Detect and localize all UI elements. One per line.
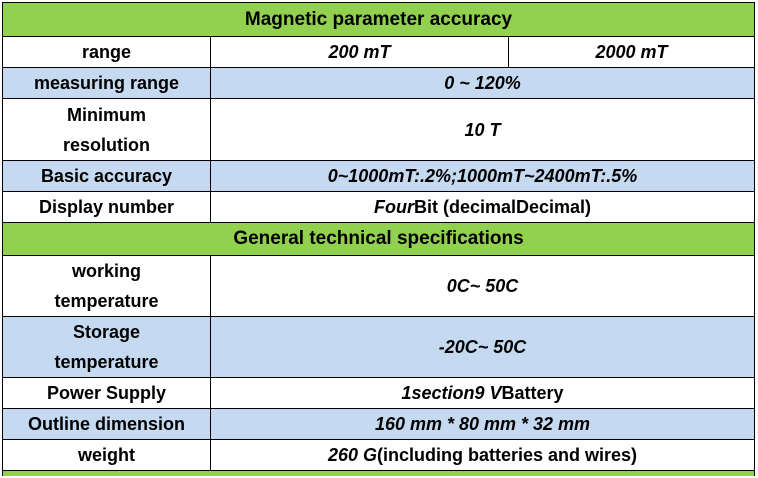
minimum-resolution-label: Minimum resolution [2, 98, 211, 161]
row-weight: weight 260 G(including batteries and wir… [2, 439, 756, 471]
power-supply-value-part2: 9 V [474, 383, 502, 403]
minimum-resolution-label-line2: resolution [62, 134, 150, 155]
storage-temperature-value: -20C~ 50C [209, 316, 756, 378]
section-footer-strip [1, 470, 756, 476]
power-supply-value-part1: 1section [401, 383, 475, 403]
row-power-supply: Power Supply 1section9 VBattery [2, 377, 756, 409]
working-temperature-label-line1: working [71, 261, 141, 281]
measuring-range-value: 0 ~ 120% [209, 67, 756, 99]
row-range: range 200 mT 2000 mT [2, 36, 756, 68]
row-display-number: Display number FourBit (decimalDecimal) [2, 191, 756, 223]
display-number-value-italic: Four [373, 197, 414, 217]
minimum-resolution-value: 10 T [209, 98, 756, 161]
outline-dimension-value: 160 mm * 80 mm * 32 mm [209, 408, 756, 440]
range-label: range [2, 36, 211, 68]
working-temperature-label-line2: temperature [54, 291, 159, 311]
weight-label: weight [2, 439, 211, 471]
display-number-value-upright: Bit (decimalDecimal) [413, 197, 592, 217]
range-value-2000: 2000 mT [507, 36, 756, 68]
basic-accuracy-label: Basic accuracy [2, 160, 211, 192]
weight-value-italic: 260 G [327, 445, 377, 465]
working-temperature-value: 0C~ 50C [209, 255, 756, 317]
storage-temperature-label-line2: temperature [54, 352, 159, 372]
storage-temperature-label: Storage temperature [2, 316, 211, 378]
weight-value: 260 G(including batteries and wires) [209, 439, 756, 471]
footer-strip-cell [1, 470, 756, 476]
row-storage-temperature: Storage temperature -20C~ 50C [2, 316, 756, 378]
power-supply-value: 1section9 VBattery [209, 377, 756, 409]
section-title-general: General technical specifications [1, 222, 756, 256]
row-measuring-range: measuring range 0 ~ 120% [2, 67, 756, 99]
power-supply-label: Power Supply [2, 377, 211, 409]
display-number-label: Display number [2, 191, 211, 223]
section-header-magnetic: Magnetic parameter accuracy [1, 2, 756, 37]
minimum-resolution-label-line1: Minimum [67, 104, 146, 125]
working-temperature-label: working temperature [2, 255, 211, 317]
row-outline-dimension: Outline dimension 160 mm * 80 mm * 32 mm [2, 408, 756, 440]
basic-accuracy-value: 0~1000mT:.2%;1000mT~2400mT:.5% [209, 160, 756, 192]
display-number-value: FourBit (decimalDecimal) [209, 191, 756, 223]
power-supply-value-part3: Battery [501, 383, 564, 403]
outline-dimension-label: Outline dimension [2, 408, 211, 440]
section-title-magnetic: Magnetic parameter accuracy [1, 2, 756, 37]
section-header-general: General technical specifications [1, 222, 756, 256]
weight-value-upright: (including batteries and wires) [377, 445, 638, 465]
storage-temperature-label-line1: Storage [72, 322, 141, 342]
range-value-200: 200 mT [210, 36, 509, 68]
row-minimum-resolution: Minimum resolution 10 T [2, 98, 756, 161]
measuring-range-label: measuring range [2, 67, 211, 99]
row-working-temperature: working temperature 0C~ 50C [2, 255, 756, 317]
row-basic-accuracy: Basic accuracy 0~1000mT:.2%;1000mT~2400m… [2, 160, 756, 192]
